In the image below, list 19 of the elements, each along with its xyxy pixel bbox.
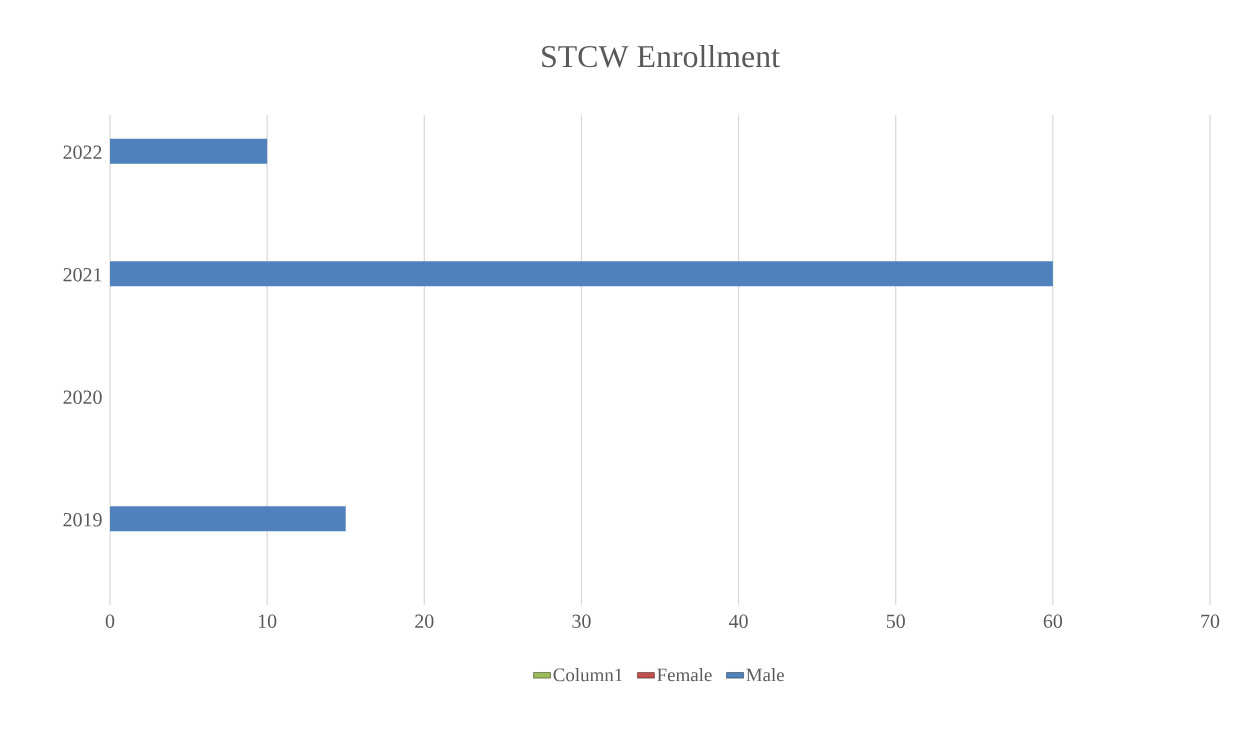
x-tick-label: 70 [1201,614,1220,628]
y-tick-label: 2019 [63,513,102,527]
chart-title: STCW Enrollment [542,44,780,68]
x-tick-label: 30 [572,614,591,628]
bar [110,261,1053,287]
y-tick-label: 2021 [63,268,102,282]
legend-label: Female [657,668,712,682]
y-tick-label: 2022 [63,145,102,159]
x-tick-label: 20 [415,614,434,628]
x-tick-label: 60 [1043,614,1063,628]
x-tick-label: 10 [258,614,277,628]
bar [110,138,268,164]
y-tick-label: 2020 [63,390,102,404]
legend-label: Male [746,668,784,682]
bar [110,506,346,532]
x-tick-label: 0 [105,614,115,628]
x-tick-label: 40 [729,614,748,628]
legend-label: Column1 [553,668,623,682]
x-tick-label: 50 [886,614,905,628]
